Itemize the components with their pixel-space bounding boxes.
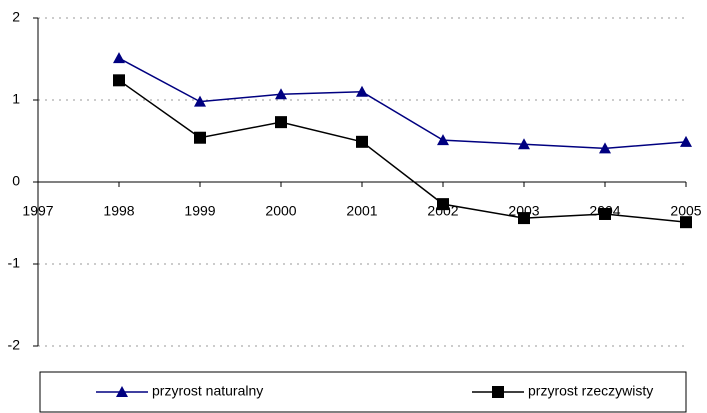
series-line [118,79,687,223]
legend-marker [116,386,128,397]
legend-label: przyrost rzeczywisty [528,383,653,399]
data-point [680,135,692,147]
x-tick-label: 2003 [508,203,539,219]
x-tick-label: 2005 [670,203,701,219]
data-point [437,198,449,211]
data-point [599,207,611,220]
y-tick-label: -2 [8,337,21,353]
data-point [518,212,530,225]
y-tick-label: 2 [12,9,20,25]
data-point [680,216,692,229]
x-tick-label: 2002 [427,203,458,219]
y-tick-label: -1 [8,255,21,271]
x-tick-label: 1999 [184,203,215,219]
data-point [437,134,449,146]
x-tick-label: 2000 [265,203,296,219]
data-point [518,138,530,150]
x-tick-label: 1997 [22,203,53,219]
y-tick-label: 0 [12,173,20,189]
legend-label: przyrost naturalny [152,383,263,399]
series-line [118,57,687,150]
y-tick-label: 1 [12,91,20,107]
data-point [356,135,368,148]
data-point [113,74,125,87]
x-tick-label: 1998 [103,203,134,219]
data-point [275,88,287,100]
data-point [275,116,287,129]
data-point [194,131,206,144]
data-point [356,85,368,97]
x-tick-label: 2001 [346,203,377,219]
data-point [599,142,611,154]
legend-marker [492,386,504,398]
data-point [113,52,125,64]
data-point [194,95,206,107]
